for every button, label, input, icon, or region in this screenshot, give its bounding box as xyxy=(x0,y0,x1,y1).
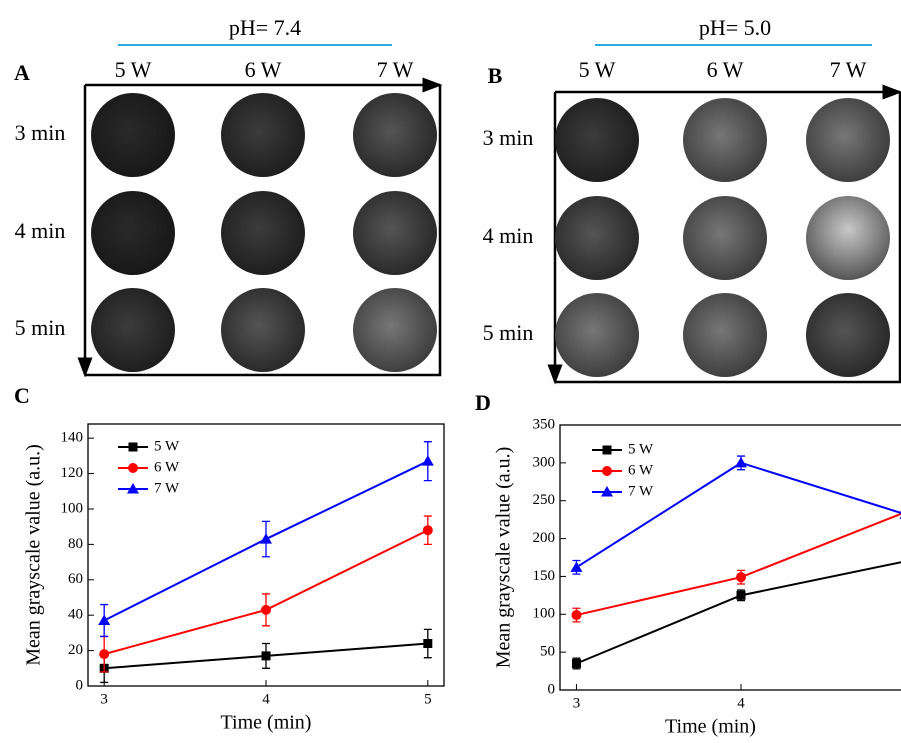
legend-label: 6 W xyxy=(628,462,654,478)
x-tick-label: 4 xyxy=(737,695,745,711)
x-axis-label: Time (min) xyxy=(665,716,756,738)
sample-image xyxy=(683,98,767,182)
y-tick-label: 300 xyxy=(533,454,556,470)
condition-label: pH= 5.0 xyxy=(699,15,771,40)
y-tick-label: 150 xyxy=(533,568,556,584)
x-tick-label: 3 xyxy=(573,695,581,711)
point xyxy=(99,649,110,660)
panel-label: C xyxy=(14,383,30,408)
column-label: 6 W xyxy=(245,57,282,82)
point xyxy=(571,610,582,621)
frame-rest xyxy=(85,85,442,377)
sample-image xyxy=(353,93,437,177)
row-label: 3 min xyxy=(483,125,534,150)
condition-label: pH= 7.4 xyxy=(229,15,301,40)
frame-rest xyxy=(555,92,901,384)
y-tick-label: 350 xyxy=(533,416,556,432)
point xyxy=(423,639,433,649)
row-label: 4 min xyxy=(15,218,66,243)
legend-label: 5 W xyxy=(154,438,180,454)
point xyxy=(421,455,434,466)
y-tick-label: 80 xyxy=(68,536,83,552)
sample-image xyxy=(806,293,890,377)
plot-frame xyxy=(559,424,901,691)
legend-marker xyxy=(128,442,138,452)
point xyxy=(735,456,747,468)
sample-image xyxy=(555,196,639,280)
y-tick-label: 60 xyxy=(68,571,83,587)
row-label: 4 min xyxy=(483,223,534,248)
sample-image xyxy=(806,196,890,280)
y-tick-label: 0 xyxy=(76,677,84,693)
legend-marker xyxy=(127,483,139,494)
point xyxy=(261,604,271,615)
legend-label: 6 W xyxy=(154,459,180,475)
point xyxy=(261,651,271,661)
row-label: 3 min xyxy=(15,120,66,145)
sample-image xyxy=(91,191,175,275)
point xyxy=(260,533,272,544)
y-axis-label: Mean grayscale value (a.u.) xyxy=(23,444,45,666)
point xyxy=(736,572,746,583)
y-tick-label: 20 xyxy=(68,642,83,658)
column-label: 5 W xyxy=(579,57,616,82)
sample-image xyxy=(221,93,305,177)
x-axis-label: Time (min) xyxy=(221,712,312,734)
point xyxy=(570,561,583,572)
panel-label: A xyxy=(14,60,30,85)
sample-image xyxy=(221,288,305,372)
legend-marker xyxy=(602,466,612,476)
panel-label: D xyxy=(475,390,491,415)
point xyxy=(736,590,746,600)
sample-image xyxy=(806,98,890,182)
sample-image xyxy=(683,196,767,280)
y-axis-label: Mean grayscale value (a.u.) xyxy=(493,447,515,669)
y-tick-label: 0 xyxy=(548,681,556,697)
legend-label: 7 W xyxy=(154,480,180,496)
y-tick-label: 100 xyxy=(61,500,84,516)
y-tick-label: 40 xyxy=(68,607,83,623)
sample-image xyxy=(555,98,639,182)
column-label: 6 W xyxy=(707,57,744,82)
sample-image xyxy=(91,93,175,177)
legend-label: 5 W xyxy=(628,441,654,457)
column-label: 7 W xyxy=(830,57,867,82)
panel-label: B xyxy=(488,63,503,88)
x-tick-label: 4 xyxy=(262,691,270,707)
point xyxy=(422,525,433,536)
point xyxy=(98,614,111,625)
y-tick-label: 120 xyxy=(61,465,84,481)
legend-marker xyxy=(602,445,612,455)
column-label: 5 W xyxy=(115,57,152,82)
series-line xyxy=(575,461,901,569)
point xyxy=(571,659,581,668)
y-tick-label: 50 xyxy=(540,644,555,660)
y-tick-label: 200 xyxy=(533,530,556,546)
row-label: 5 min xyxy=(15,315,66,340)
sample-image xyxy=(353,288,437,372)
legend-marker xyxy=(128,463,138,473)
sample-image xyxy=(555,293,639,377)
row-label: 5 min xyxy=(483,320,534,345)
sample-image xyxy=(221,191,305,275)
y-tick-label: 100 xyxy=(533,606,556,622)
x-tick-label: 3 xyxy=(100,691,108,707)
y-tick-label: 140 xyxy=(61,430,84,446)
x-tick-label: 5 xyxy=(424,691,432,707)
legend-marker xyxy=(601,486,613,497)
legend-label: 7 W xyxy=(628,483,654,499)
column-label: 7 W xyxy=(377,57,414,82)
y-tick-label: 250 xyxy=(533,492,556,508)
sample-image xyxy=(683,293,767,377)
sample-image xyxy=(91,288,175,372)
sample-image xyxy=(353,191,437,275)
